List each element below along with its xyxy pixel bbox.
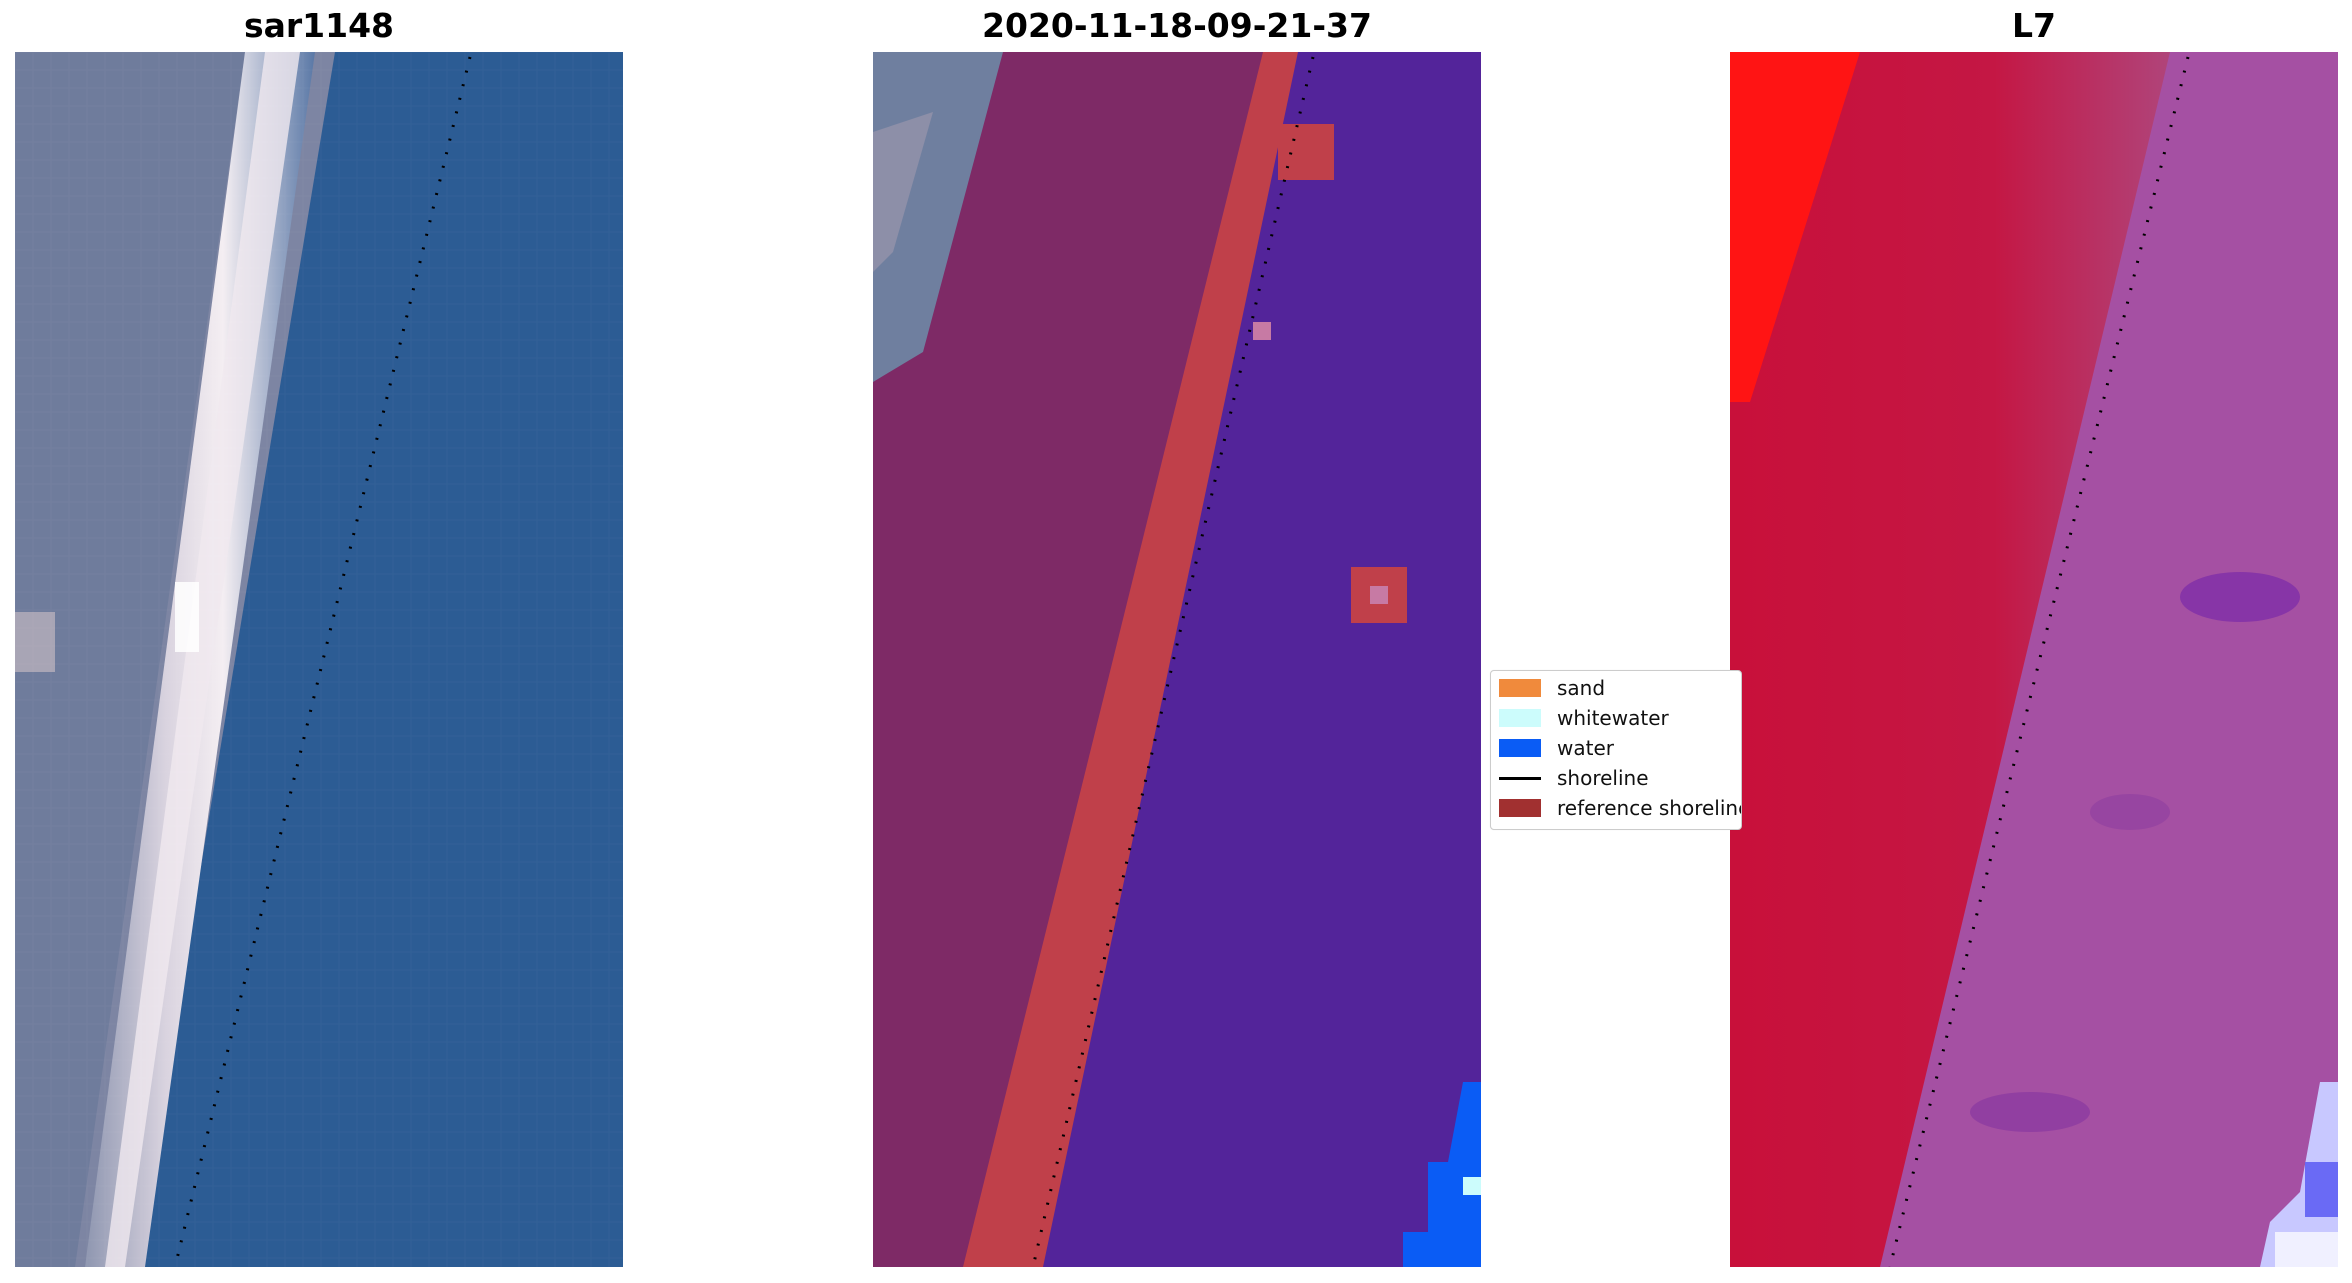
legend-item-water: water — [1499, 735, 1614, 761]
legend-item-reference-shoreline: reference shoreline — [1499, 795, 1742, 821]
legend: sand whitewater water shoreline referenc… — [1490, 670, 1742, 830]
legend-label: shoreline — [1557, 766, 1649, 790]
nir-image-panel — [1730, 52, 2338, 1267]
sand-swatch — [1499, 679, 1541, 697]
legend-item-whitewater: whitewater — [1499, 705, 1669, 731]
reference-shoreline-swatch — [1499, 799, 1541, 817]
legend-label: whitewater — [1557, 706, 1669, 730]
rgb-shoreline-overlay — [173, 56, 472, 1267]
classified-shoreline-overlay — [1031, 56, 1315, 1267]
rgb-image — [15, 52, 623, 1267]
nir-shoreline-overlay — [1888, 56, 2190, 1267]
nir-image — [1730, 52, 2338, 1267]
legend-label: water — [1557, 736, 1614, 760]
panel-title-nir: L7 — [2012, 6, 2056, 45]
whitewater-swatch — [1499, 709, 1541, 727]
legend-item-sand: sand — [1499, 675, 1605, 701]
classified-image — [873, 52, 1481, 1267]
rgb-image-panel — [15, 52, 623, 1267]
classified-image-panel — [873, 52, 1481, 1267]
water-swatch — [1499, 739, 1541, 757]
panel-title-rgb: sar1148 — [243, 6, 395, 45]
legend-item-shoreline: shoreline — [1499, 765, 1649, 791]
shoreline-line-icon — [1499, 776, 1541, 780]
panel-title-classified: 2020-11-18-09-21-37 — [982, 6, 1372, 45]
legend-label: reference shoreline — [1557, 796, 1742, 820]
legend-label: sand — [1557, 676, 1606, 700]
